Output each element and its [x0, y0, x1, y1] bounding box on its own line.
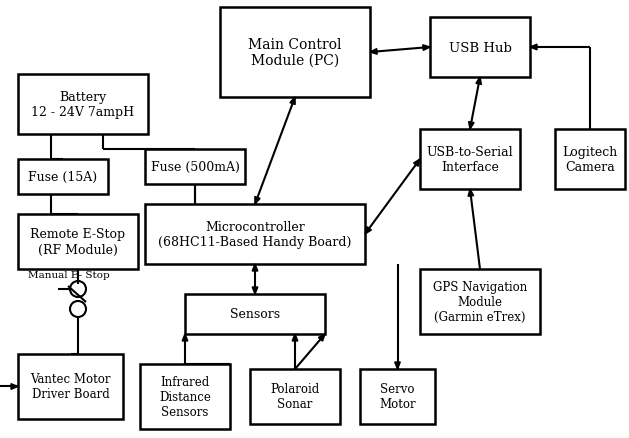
Bar	[18, 75, 148, 135]
Bar	[18, 159, 108, 194]
Polygon shape	[365, 227, 371, 234]
Polygon shape	[395, 362, 400, 369]
Bar	[555, 130, 625, 190]
Polygon shape	[469, 122, 474, 130]
Polygon shape	[423, 46, 430, 51]
Text: USB-to-Serial
Interface: USB-to-Serial Interface	[426, 146, 513, 173]
Polygon shape	[476, 78, 481, 85]
Bar	[420, 130, 520, 190]
Polygon shape	[468, 190, 474, 197]
Bar	[145, 150, 245, 184]
Polygon shape	[252, 265, 258, 272]
Text: Infrared
Distance
Sensors: Infrared Distance Sensors	[159, 375, 211, 418]
Polygon shape	[318, 334, 325, 341]
Polygon shape	[252, 287, 258, 294]
Bar	[420, 269, 540, 334]
Text: Servo
Motor: Servo Motor	[379, 383, 416, 410]
Polygon shape	[530, 45, 537, 51]
Text: USB Hub: USB Hub	[448, 42, 511, 54]
Bar	[18, 215, 138, 269]
Bar	[145, 205, 365, 265]
Bar	[250, 369, 340, 424]
Text: Microcontroller
(68HC11-Based Handy Board): Microcontroller (68HC11-Based Handy Boar…	[159, 220, 352, 248]
Text: Fuse (500mA): Fuse (500mA)	[150, 161, 240, 173]
Text: Logitech
Camera: Logitech Camera	[562, 146, 618, 173]
Polygon shape	[290, 98, 295, 105]
Bar	[220, 8, 370, 98]
Text: Manual E- Stop: Manual E- Stop	[28, 270, 109, 279]
Text: Polaroid
Sonar: Polaroid Sonar	[270, 383, 320, 410]
Polygon shape	[292, 334, 298, 341]
Text: Main Control
Module (PC): Main Control Module (PC)	[248, 38, 342, 68]
Bar	[140, 364, 230, 429]
Bar	[430, 18, 530, 78]
Text: Vantec Motor
Driver Board: Vantec Motor Driver Board	[30, 373, 111, 401]
Text: GPS Navigation
Module
(Garmin eTrex): GPS Navigation Module (Garmin eTrex)	[433, 280, 527, 323]
Polygon shape	[11, 384, 18, 389]
Polygon shape	[182, 334, 188, 341]
Polygon shape	[255, 197, 260, 205]
Text: Sensors: Sensors	[230, 308, 280, 321]
Bar	[18, 354, 123, 419]
Text: Remote E-Stop
(RF Module): Remote E-Stop (RF Module)	[30, 228, 126, 256]
Polygon shape	[414, 159, 420, 167]
Bar	[360, 369, 435, 424]
Polygon shape	[370, 49, 377, 55]
Text: Fuse (15A): Fuse (15A)	[28, 171, 97, 184]
Text: Battery
12 - 24V 7ampH: Battery 12 - 24V 7ampH	[31, 91, 135, 119]
Bar	[185, 294, 325, 334]
